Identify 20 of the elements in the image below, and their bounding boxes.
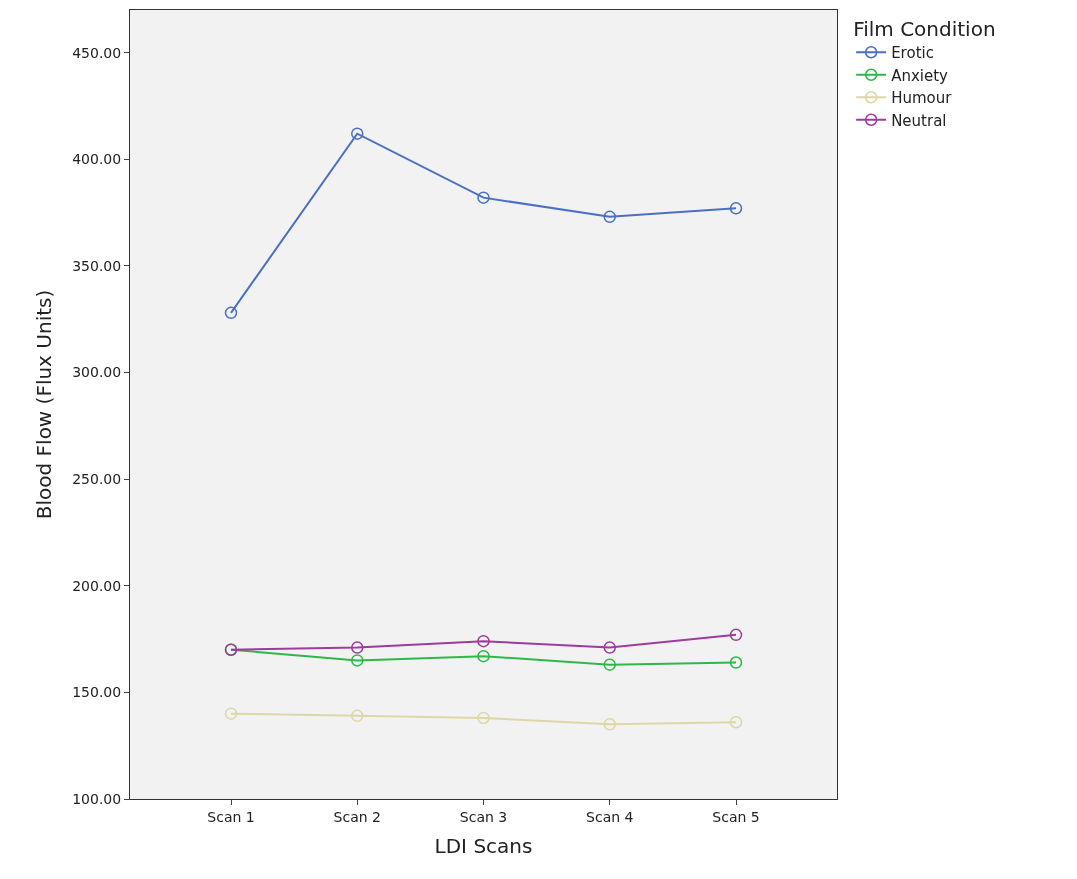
- x-tick-label: Scan 3: [459, 808, 508, 825]
- y-tick-label: 250.00: [72, 471, 122, 488]
- y-tick-label: 450.00: [72, 44, 122, 61]
- legend-label: Neutral: [891, 111, 947, 130]
- y-tick-label: 300.00: [72, 364, 122, 381]
- x-tick-label: Scan 1: [207, 808, 255, 825]
- x-tick-label: Scan 2: [333, 808, 381, 825]
- y-tick-label: 100.00: [72, 790, 122, 807]
- legend-label: Humour: [891, 89, 953, 108]
- y-axis-title: Blood Flow (Flux Units): [31, 289, 56, 520]
- y-tick-label: 400.00: [72, 151, 122, 168]
- y-tick-label: 350.00: [72, 257, 122, 274]
- legend-title: Film Condition: [853, 17, 996, 41]
- legend-label: Erotic: [891, 44, 934, 63]
- x-tick-label: Scan 4: [586, 808, 634, 825]
- x-tick-label: Scan 5: [712, 808, 760, 825]
- legend-label: Anxiety: [891, 66, 949, 85]
- y-tick-label: 150.00: [72, 684, 122, 701]
- y-tick-label: 200.00: [72, 577, 122, 594]
- x-axis-title: LDI Scans: [434, 834, 533, 859]
